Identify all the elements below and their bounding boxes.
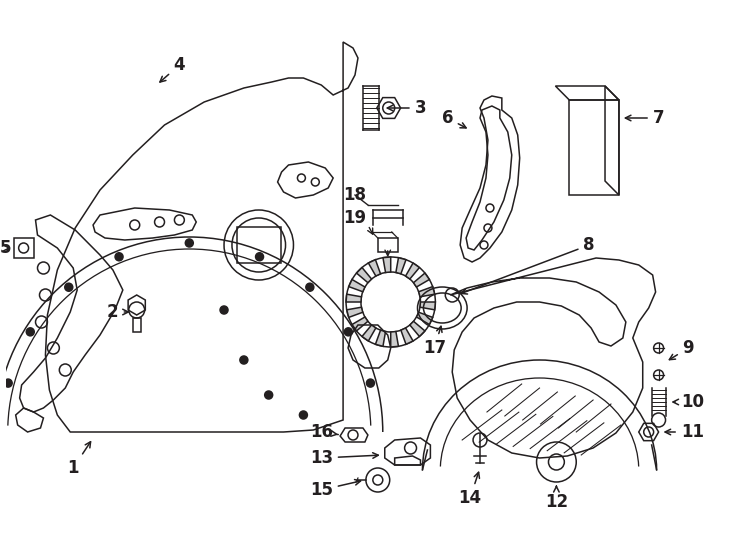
Circle shape (220, 306, 228, 314)
Circle shape (344, 328, 352, 336)
Circle shape (240, 356, 248, 364)
Circle shape (306, 283, 314, 291)
Polygon shape (420, 302, 435, 310)
Polygon shape (346, 294, 361, 302)
Text: 19: 19 (344, 209, 366, 227)
Text: 11: 11 (665, 423, 704, 441)
Text: 7: 7 (625, 109, 664, 127)
Circle shape (255, 253, 264, 261)
Circle shape (26, 328, 34, 336)
Polygon shape (390, 332, 399, 347)
Text: 4: 4 (160, 56, 185, 82)
Text: 10: 10 (673, 393, 704, 411)
Circle shape (265, 391, 272, 399)
Text: 9: 9 (669, 339, 694, 360)
Text: 12: 12 (545, 487, 568, 511)
Polygon shape (349, 280, 365, 292)
Circle shape (115, 253, 123, 261)
Circle shape (4, 379, 12, 387)
Polygon shape (410, 321, 425, 336)
Polygon shape (396, 258, 406, 274)
Text: 5: 5 (0, 239, 12, 257)
Polygon shape (352, 317, 368, 331)
Text: 3: 3 (388, 99, 426, 117)
Text: 14: 14 (459, 472, 482, 507)
Polygon shape (383, 257, 390, 273)
Polygon shape (406, 263, 419, 279)
Polygon shape (375, 330, 385, 346)
Text: 8: 8 (462, 236, 595, 294)
Text: 15: 15 (310, 480, 360, 499)
Text: 6: 6 (442, 109, 466, 128)
Circle shape (299, 411, 308, 419)
Text: 2: 2 (107, 303, 128, 321)
Polygon shape (416, 312, 432, 325)
Polygon shape (357, 267, 371, 283)
Text: 1: 1 (68, 442, 90, 477)
Text: 13: 13 (310, 449, 378, 467)
Polygon shape (401, 328, 413, 345)
Circle shape (366, 379, 374, 387)
Polygon shape (346, 307, 363, 318)
Circle shape (65, 283, 73, 291)
Text: 18: 18 (344, 186, 366, 204)
Polygon shape (418, 287, 435, 297)
Polygon shape (368, 260, 380, 276)
Polygon shape (413, 273, 429, 287)
Polygon shape (362, 325, 376, 341)
Text: 17: 17 (423, 326, 446, 357)
Text: 16: 16 (310, 423, 338, 441)
Circle shape (185, 239, 193, 247)
